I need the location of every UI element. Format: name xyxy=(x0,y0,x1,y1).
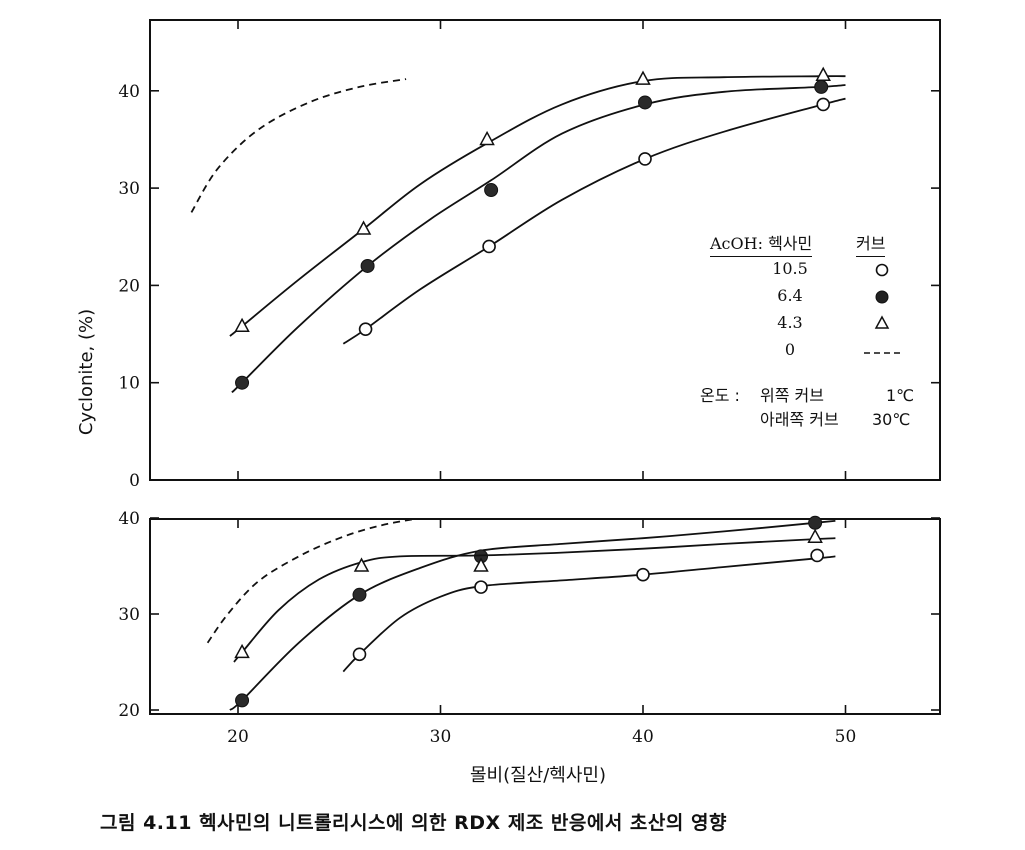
lower-curve-temperature: 30℃ xyxy=(872,410,911,429)
y-tick-label: 0 xyxy=(129,471,140,491)
legend-header: AcOH: 헥사민 커브 xyxy=(690,230,930,257)
figure-caption: 그림 4.11 헥사민의 니트롤리시스에 의한 RDX 제조 반응에서 초산의 … xyxy=(100,812,727,834)
figure-svg: 0 10 20 30 40 20 30 40 20 30 40 50 Cyclonite, (%) 몰… xyxy=(76,19,941,786)
data-point-c64 xyxy=(235,693,250,708)
y-axis-title: Cyclonite, (%) xyxy=(76,309,97,435)
x-axis-title: 몰비(질산/헥사민) xyxy=(470,765,606,786)
data-point-c43 xyxy=(815,66,831,81)
temperature-upper-row: 온도 : 위쪽 커브 1℃ xyxy=(700,384,930,408)
legend-header-curve: 커브 xyxy=(856,230,886,257)
bottom-panel: 20 30 40 20 30 40 50 xyxy=(118,509,941,747)
legend-row-6-4: 6.4 xyxy=(690,283,930,310)
legend-row-4-3: 4.3 xyxy=(690,310,930,337)
data-point-c105 xyxy=(474,580,488,594)
series-line-c64 xyxy=(231,84,846,394)
data-point-c43 xyxy=(355,220,372,235)
x-tick-label: 20 xyxy=(227,727,249,747)
legend-row-0: 0 xyxy=(690,337,930,364)
temperature-label: 온도 : xyxy=(700,386,740,405)
y-tick-label: 40 xyxy=(118,82,140,102)
open-triangle-icon xyxy=(874,315,890,329)
upper-curve-temperature: 1℃ xyxy=(886,386,915,405)
y-tick-label: 10 xyxy=(118,374,140,394)
x-tick-label: 30 xyxy=(430,727,452,747)
data-point-c105 xyxy=(482,239,496,254)
data-point-c64 xyxy=(638,95,653,110)
data-point-c43 xyxy=(234,643,250,659)
y-tick-label: 20 xyxy=(118,276,140,296)
y-tick-label: 40 xyxy=(118,509,140,529)
legend: AcOH: 헥사민 커브 10.5 6.4 4.3 0 xyxy=(690,230,930,364)
series-line-c105 xyxy=(342,97,846,345)
series-line-c64 xyxy=(229,520,836,711)
x-tick-label: 40 xyxy=(632,727,654,747)
series-line-c105 xyxy=(342,555,836,673)
data-point-c43 xyxy=(635,70,651,85)
data-point-c64 xyxy=(484,183,499,198)
legend-header-ratio: AcOH: 헥사민 xyxy=(710,230,813,257)
open-circle-icon xyxy=(875,263,889,277)
legend-ratio-label: 6.4 xyxy=(777,286,803,305)
upper-curve-label: 위쪽 커브 xyxy=(760,386,824,405)
series-line-c0 xyxy=(190,78,407,213)
legend-ratio-label: 0 xyxy=(784,340,796,359)
data-point-c64 xyxy=(814,79,829,94)
data-point-c105 xyxy=(352,647,367,662)
data-point-c43 xyxy=(473,557,489,572)
data-point-c105 xyxy=(810,548,824,563)
plot-frame xyxy=(149,19,941,481)
top-panel: 0 10 20 30 40 xyxy=(118,19,941,491)
data-point-c105 xyxy=(638,152,652,166)
data-point-c105 xyxy=(816,97,831,112)
filled-circle-icon xyxy=(875,290,889,304)
data-point-c43 xyxy=(807,528,823,543)
data-point-c43 xyxy=(234,317,250,333)
temperature-note: 온도 : 위쪽 커브 1℃ 아래쪽 커브 30℃ xyxy=(700,384,930,432)
data-point-c64 xyxy=(235,375,250,390)
legend-ratio-label: 4.3 xyxy=(777,313,803,332)
data-point-c64 xyxy=(360,258,375,273)
lower-curve-label: 아래쪽 커브 xyxy=(760,410,839,429)
data-point-c105 xyxy=(636,567,650,582)
data-point-c43 xyxy=(479,130,495,146)
data-point-c105 xyxy=(358,322,373,336)
data-point-c43 xyxy=(353,557,370,572)
data-point-c64 xyxy=(808,515,823,530)
legend-ratio-label: 10.5 xyxy=(772,259,808,278)
plot-frame xyxy=(149,518,941,715)
series-line-c43 xyxy=(233,537,836,663)
legend-row-10-5: 10.5 xyxy=(690,256,930,283)
temperature-lower-row: 아래쪽 커브 30℃ xyxy=(700,408,930,432)
data-point-c64 xyxy=(352,587,367,602)
y-tick-label: 20 xyxy=(118,701,140,721)
y-tick-label: 30 xyxy=(118,605,140,625)
axis-labels: Cyclonite, (%) 몰비(질산/헥사민) xyxy=(76,309,606,786)
y-tick-label: 30 xyxy=(118,179,140,199)
x-tick-label: 50 xyxy=(835,727,857,747)
dashed-line-icon xyxy=(864,352,902,354)
